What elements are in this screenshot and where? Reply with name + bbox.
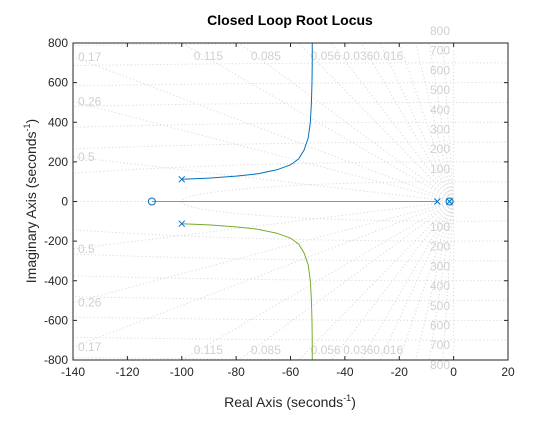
marker-layer bbox=[147, 175, 454, 228]
damping-label: 0.26 bbox=[78, 94, 102, 108]
damping-grid-line bbox=[238, 43, 454, 202]
pole-marker bbox=[178, 220, 186, 228]
y-axis-label-exponent: -1 bbox=[22, 123, 32, 131]
frequency-label: 300 bbox=[430, 123, 450, 137]
x-tick-label: -100 bbox=[170, 365, 194, 379]
y-tick-label: -600 bbox=[44, 313, 68, 327]
damping-label: 0.036 bbox=[343, 49, 373, 63]
x-tick-label: 20 bbox=[501, 365, 515, 379]
damping-label: 0.17 bbox=[78, 50, 102, 64]
locus-branch-upper bbox=[181, 43, 313, 180]
y-tick-label: 200 bbox=[48, 155, 68, 169]
damping-label: 0.26 bbox=[78, 296, 102, 310]
y-axis-label-close: ) bbox=[23, 119, 39, 124]
series-layer bbox=[151, 43, 438, 360]
zero-marker bbox=[147, 197, 156, 206]
damping-label: 0.056 bbox=[311, 343, 341, 357]
locus-branch-lower bbox=[181, 223, 313, 360]
frequency-label: 500 bbox=[430, 83, 450, 97]
frequency-grid-circle bbox=[73, 101, 508, 302]
damping-label: 0.115 bbox=[194, 49, 223, 63]
damping-grid-line bbox=[330, 201, 455, 360]
frequency-label: 400 bbox=[430, 279, 450, 293]
damping-label: 0.056 bbox=[311, 49, 341, 63]
y-tick-label: 400 bbox=[48, 115, 68, 129]
x-tick-label: -40 bbox=[336, 365, 354, 379]
y-axis-label-text: Imaginary Axis (seconds bbox=[23, 131, 39, 283]
frequency-grid-circle bbox=[181, 181, 508, 222]
x-tick-label: -140 bbox=[61, 365, 85, 379]
frequency-label: 700 bbox=[430, 44, 450, 58]
damping-grid-line bbox=[298, 43, 454, 202]
frequency-label: 400 bbox=[430, 103, 450, 117]
damping-grid-line bbox=[73, 100, 454, 202]
damping-grid-line bbox=[442, 201, 455, 360]
damping-grid-line bbox=[330, 43, 455, 202]
frequency-label: 700 bbox=[430, 338, 450, 352]
frequency-label: 800 bbox=[430, 24, 450, 38]
y-axis-label: Imaginary Axis (seconds-1) bbox=[22, 119, 39, 283]
y-tick-label: -200 bbox=[44, 234, 68, 248]
x-tick-label: -80 bbox=[227, 365, 245, 379]
x-tick-label: -20 bbox=[391, 365, 409, 379]
x-tick-label: 0 bbox=[450, 365, 457, 379]
frequency-label: 100 bbox=[430, 162, 450, 176]
x-axis-label-close: ) bbox=[351, 394, 356, 410]
damping-grid-line bbox=[73, 156, 454, 202]
damping-grid-line bbox=[398, 201, 455, 360]
damping-label: 0.115 bbox=[194, 343, 223, 357]
damping-grid-line bbox=[298, 201, 454, 360]
tick-layer: -140 -120 -100 -80 -60 -40 -20 0 20-800-600-400-… bbox=[44, 36, 515, 379]
frequency-label: 600 bbox=[430, 63, 450, 77]
damping-grid-line bbox=[73, 201, 454, 250]
zero-marker bbox=[445, 197, 454, 206]
damping-grid-line bbox=[73, 201, 454, 304]
x-axis-label-text: Real Axis (seconds bbox=[224, 394, 343, 410]
frequency-label: 800 bbox=[430, 358, 450, 372]
pole-marker bbox=[178, 175, 186, 183]
damping-label: 0.5 bbox=[78, 242, 95, 256]
frequency-label: 200 bbox=[430, 240, 450, 254]
frequency-label: 100 bbox=[430, 220, 450, 234]
pole-marker bbox=[433, 198, 441, 205]
y-tick-label: 800 bbox=[48, 36, 68, 50]
x-tick-label: -60 bbox=[282, 365, 300, 379]
damping-label: 0.085 bbox=[251, 49, 281, 63]
frequency-label: 300 bbox=[430, 259, 450, 273]
frequency-label: 500 bbox=[430, 299, 450, 313]
damping-label: 0.016 bbox=[373, 343, 403, 357]
x-axis-label: Real Axis (seconds-1) bbox=[224, 393, 356, 410]
grid-layer bbox=[73, 43, 508, 360]
damping-label: 0.036 bbox=[343, 343, 373, 357]
y-tick-label: -400 bbox=[44, 274, 68, 288]
pole-marker bbox=[446, 198, 453, 205]
grid-label-layer: 0.170.260.50.50.260.170.115 0.085 0.056 0.0… bbox=[78, 24, 450, 372]
damping-label: 0.016 bbox=[373, 49, 403, 63]
damping-label: 0.17 bbox=[78, 340, 102, 354]
x-tick-label: -120 bbox=[115, 365, 139, 379]
damping-label: 0.5 bbox=[78, 150, 95, 164]
y-tick-label: 0 bbox=[61, 195, 68, 209]
chart-title: Closed Loop Root Locus bbox=[207, 12, 373, 28]
damping-grid-line bbox=[73, 56, 454, 202]
frequency-label: 200 bbox=[430, 142, 450, 156]
y-tick-label: -800 bbox=[44, 353, 68, 367]
damping-grid-line bbox=[238, 201, 454, 360]
damping-grid-line bbox=[398, 43, 455, 202]
y-tick-label: 600 bbox=[48, 76, 68, 90]
frequency-label: 600 bbox=[430, 319, 450, 333]
x-axis-label-exponent: -1 bbox=[343, 393, 351, 403]
damping-label: 0.085 bbox=[251, 343, 281, 357]
